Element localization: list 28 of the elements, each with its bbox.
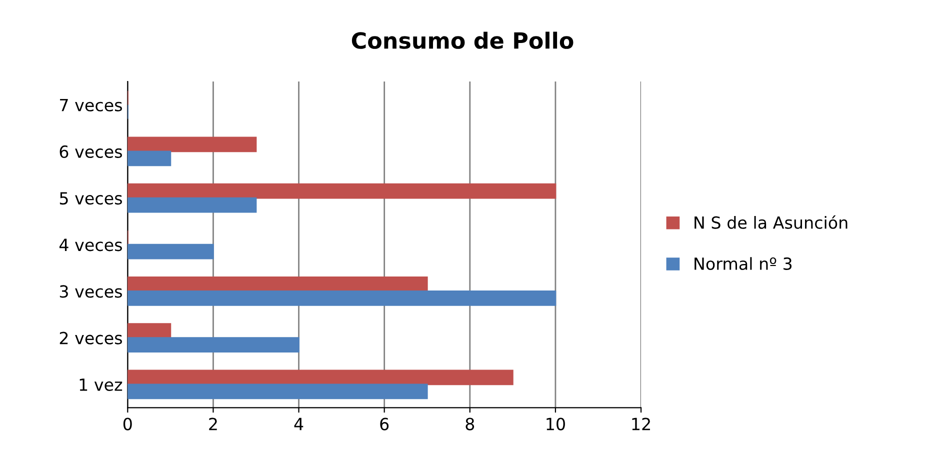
legend-label: Normal nº 3 <box>694 257 792 270</box>
bar <box>128 323 172 339</box>
legend-label: N S de la Asunción <box>694 215 848 229</box>
bar <box>128 150 172 166</box>
y-tick-label: 2 veces <box>60 332 122 344</box>
x-tick-label: 4 <box>294 418 304 430</box>
y-tick-label: 3 veces <box>60 285 122 298</box>
bar <box>128 136 257 152</box>
y-tick-label: 7 veces <box>60 99 122 112</box>
x-tick-label: 10 <box>546 418 565 430</box>
bar <box>128 197 257 213</box>
bar <box>128 370 514 386</box>
x-tick-label: 2 <box>209 418 217 430</box>
y-tick-label: 1 vez <box>80 378 122 391</box>
x-tick-label: 12 <box>632 418 650 430</box>
bar <box>128 183 556 199</box>
bar <box>128 244 214 260</box>
x-tick-label: 8 <box>466 418 474 430</box>
x-tick-label: 0 <box>123 418 132 430</box>
y-tick-label: 4 veces <box>59 238 122 252</box>
y-tick-label: 6 veces <box>60 145 122 158</box>
bar <box>128 384 428 400</box>
x-tick-label: 6 <box>380 418 389 430</box>
y-tick-label: 5 veces <box>60 192 122 205</box>
bar <box>128 337 300 352</box>
chart-title: Consumo de Pollo <box>352 32 574 49</box>
bar <box>128 290 556 306</box>
bar <box>128 276 428 292</box>
